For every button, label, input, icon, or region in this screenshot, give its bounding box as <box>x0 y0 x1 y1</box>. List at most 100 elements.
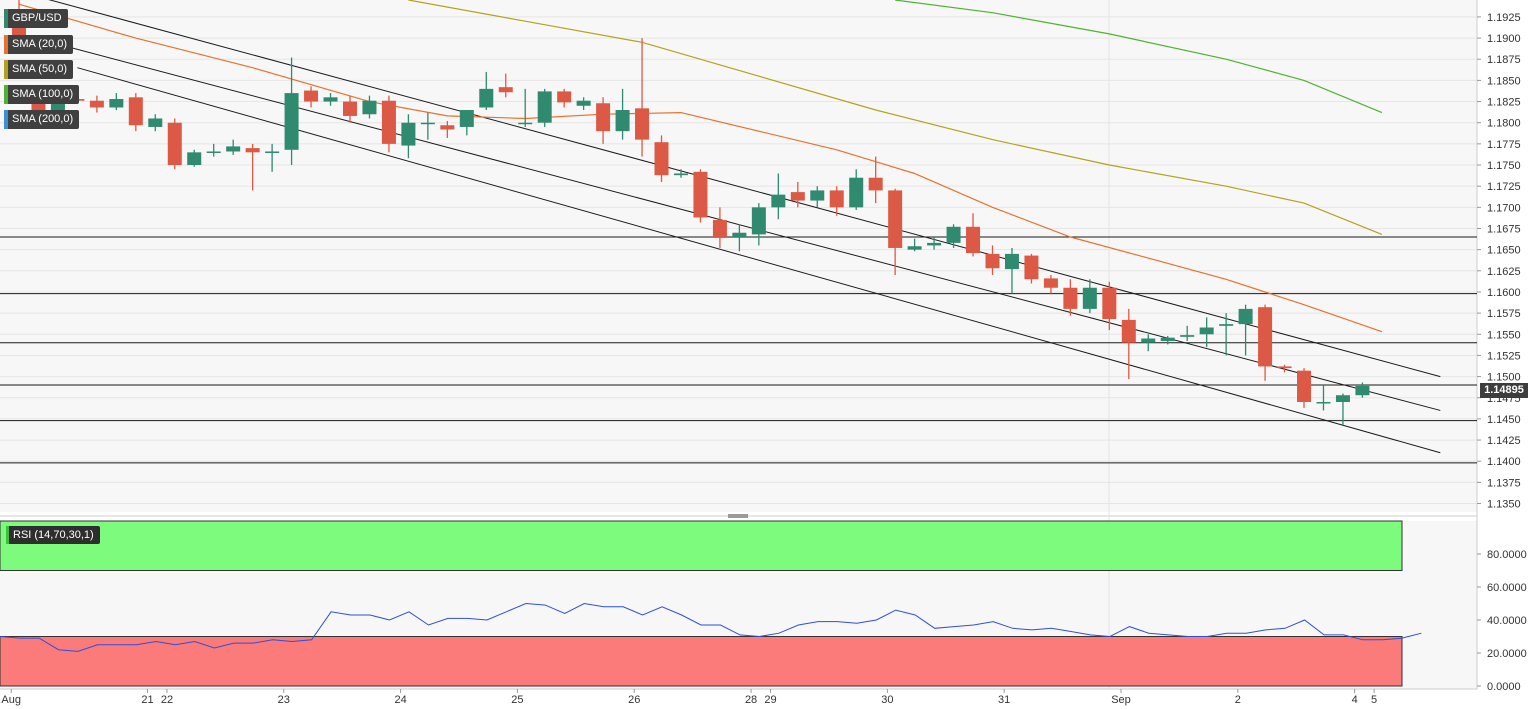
x-tick-label: 5 <box>1371 694 1377 706</box>
candle-body <box>1141 338 1156 343</box>
candle-body <box>537 91 552 123</box>
rsi-axis-ticks: 80.0000 60.0000 40.0000 20.0000 0.0000 <box>1477 549 1527 693</box>
candle <box>635 38 650 157</box>
candle <box>187 149 202 167</box>
y-tick-label: 1.1550 <box>1487 329 1521 341</box>
candle <box>1121 308 1136 380</box>
candle-body <box>849 177 864 208</box>
candle <box>323 93 338 106</box>
sma50-line <box>408 0 1383 235</box>
rsi-swatch <box>6 526 9 544</box>
legend-sma200[interactable]: SMA (200,0) <box>4 110 80 129</box>
candle <box>771 173 786 220</box>
legend-sma20[interactable]: SMA (20,0) <box>4 35 74 54</box>
candle-body <box>1355 385 1370 396</box>
candle-body <box>304 90 319 102</box>
rsi-oversold-zone <box>0 636 1403 687</box>
candle-body <box>1297 370 1312 402</box>
candle-body <box>615 110 630 132</box>
x-tick-label: 28 <box>745 694 757 706</box>
candle-body <box>635 108 650 140</box>
candle-body <box>479 88 494 108</box>
candle-body <box>693 171 708 218</box>
rsi-tick-label: 0.0000 <box>1487 681 1521 693</box>
legend-symbol[interactable]: GBP/USD <box>4 9 68 28</box>
y-tick-label: 1.1700 <box>1487 202 1521 214</box>
x-tick-label: 22 <box>161 694 173 706</box>
candle-body <box>518 122 533 125</box>
panel-resize-handle[interactable] <box>728 514 748 518</box>
legend-sma100[interactable]: SMA (100,0) <box>4 85 80 104</box>
candle <box>1141 334 1156 352</box>
candle <box>362 95 377 119</box>
candle-body <box>459 110 474 127</box>
candle <box>1102 281 1117 331</box>
candle-body <box>1160 337 1175 342</box>
y-tick-label: 1.1925 <box>1487 12 1521 24</box>
candle-body <box>1024 255 1039 280</box>
candle <box>498 73 513 98</box>
candle <box>381 95 396 153</box>
candle <box>226 139 241 155</box>
sma200-swatch <box>4 110 8 129</box>
y-tick-label: 1.1575 <box>1487 308 1521 320</box>
rsi-tick-label: 20.0000 <box>1487 648 1527 660</box>
x-tick-label: 21 <box>141 694 153 706</box>
y-tick-label: 1.1650 <box>1487 245 1521 257</box>
y-tick-label: 1.1875 <box>1487 54 1521 66</box>
x-tick-label: 24 <box>394 694 406 706</box>
candle <box>265 143 280 172</box>
candle-body <box>245 148 260 153</box>
legend-sma50[interactable]: SMA (50,0) <box>4 60 74 79</box>
candle-body <box>381 100 396 144</box>
legend-rsi[interactable]: RSI (14,70,30,1) <box>6 526 100 544</box>
candle-body <box>362 100 377 115</box>
candle <box>966 213 981 257</box>
candle-body <box>1121 319 1136 343</box>
sma-lines <box>18 0 1383 333</box>
candle <box>868 156 883 204</box>
candle <box>401 114 416 159</box>
candle-body <box>1102 287 1117 320</box>
x-tick-label: 23 <box>278 694 290 706</box>
candle <box>342 95 357 123</box>
x-tick-label: 26 <box>628 694 640 706</box>
y-tick-label: 1.1725 <box>1487 181 1521 193</box>
candle-body <box>907 246 922 250</box>
y-tick-label: 1.1825 <box>1487 97 1521 109</box>
candle <box>1043 275 1058 294</box>
candle <box>304 86 319 108</box>
sma50-swatch <box>4 60 8 79</box>
candle <box>615 88 630 140</box>
candle <box>732 224 747 252</box>
rsi-line <box>0 602 1422 652</box>
candle-body <box>284 93 299 150</box>
candle <box>596 97 611 144</box>
candle <box>206 143 221 157</box>
channel-line <box>77 67 1441 454</box>
candle-body <box>576 100 591 106</box>
y-tick-label: 1.1375 <box>1487 477 1521 489</box>
x-tick-label: 29 <box>764 694 776 706</box>
candle-body <box>1180 335 1195 337</box>
rsi-tick-label: 80.0000 <box>1487 549 1527 561</box>
candle <box>1258 304 1273 381</box>
x-tick-label: 4 <box>1352 694 1358 706</box>
x-tick-label: 31 <box>998 694 1010 706</box>
x-tick-label: 30 <box>881 694 893 706</box>
channel-line <box>48 0 1441 378</box>
legend-sma50-label: SMA (50,0) <box>12 63 68 75</box>
candle-body <box>927 242 942 246</box>
candle-body <box>1063 287 1078 309</box>
y-tick-label: 1.1350 <box>1487 499 1521 511</box>
candle-body <box>1335 395 1350 402</box>
candle <box>557 88 572 108</box>
candle <box>1335 393 1350 425</box>
candle-body <box>1082 287 1097 309</box>
candle-body <box>109 99 124 108</box>
y-tick-label: 1.1500 <box>1487 372 1521 384</box>
symbol-swatch <box>4 9 8 28</box>
price-axis-ticks: 1.1925 1.1900 1.1875 1.1850 1.1825 1.1800 1.17… <box>1477 12 1521 511</box>
candle-body <box>148 118 163 127</box>
